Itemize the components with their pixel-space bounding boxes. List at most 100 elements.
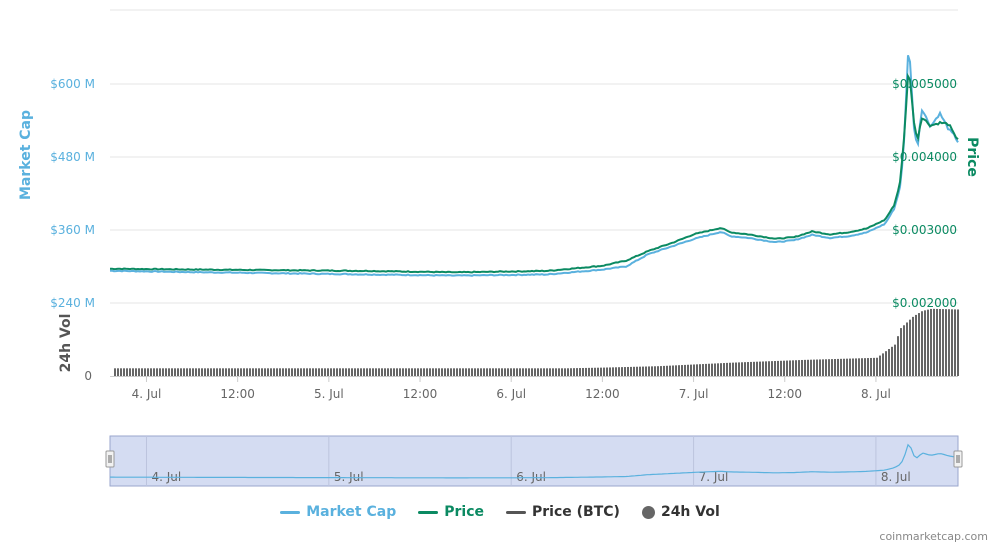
x-axis-labels: 4. Jul 12:00 5. Jul 12:00 6. Jul 12:00 7. Jul 1… bbox=[132, 376, 891, 401]
volume-bar bbox=[123, 368, 125, 376]
volume-bar bbox=[312, 368, 314, 376]
volume-bar bbox=[438, 368, 440, 376]
volume-bar bbox=[219, 368, 221, 376]
volume-bar bbox=[867, 358, 869, 376]
volume-bar bbox=[906, 322, 908, 376]
navigator[interactable]: 4. Jul 5. Jul 6. Jul 7. Jul 8. Jul bbox=[105, 435, 963, 487]
volume-bar bbox=[777, 360, 779, 376]
volume-bar bbox=[876, 357, 878, 376]
volume-bar bbox=[198, 368, 200, 376]
volume-bar bbox=[579, 368, 581, 376]
volume-bar bbox=[720, 363, 722, 376]
volume-bar bbox=[927, 309, 929, 376]
legend: Market Cap Price Price (BTC) 24h Vol bbox=[0, 504, 1000, 520]
volume-bar bbox=[591, 367, 593, 376]
volume-bar bbox=[297, 368, 299, 376]
volume-bar bbox=[384, 368, 386, 376]
volume-bar bbox=[315, 368, 317, 376]
volume-bar bbox=[771, 361, 773, 376]
volume-bar bbox=[663, 365, 665, 376]
navigator-label: 5. Jul bbox=[334, 470, 364, 484]
market-cap-line[interactable] bbox=[109, 55, 959, 277]
volume-bar bbox=[684, 364, 686, 376]
volume-bar bbox=[141, 368, 143, 376]
volume-bar bbox=[453, 368, 455, 376]
volume-bar bbox=[399, 368, 401, 376]
volume-bar bbox=[267, 368, 269, 376]
volume-bar bbox=[522, 368, 524, 376]
volume-bar bbox=[783, 360, 785, 376]
volume-bar bbox=[828, 359, 830, 376]
legend-item-price[interactable]: Price bbox=[418, 504, 484, 520]
volume-bar bbox=[498, 368, 500, 376]
legend-item-price-btc[interactable]: Price (BTC) bbox=[506, 504, 620, 520]
legend-item-24h-vol[interactable]: 24h Vol bbox=[641, 504, 720, 520]
volume-bar bbox=[153, 368, 155, 376]
x-tick-label: 12:00 bbox=[767, 387, 802, 401]
volume-bar bbox=[159, 368, 161, 376]
volume-bar bbox=[180, 368, 182, 376]
volume-bar bbox=[717, 363, 719, 376]
volume-bar bbox=[276, 368, 278, 376]
volume-bar bbox=[543, 368, 545, 376]
volume-bar bbox=[213, 368, 215, 376]
right-tick-label: $0.003000 bbox=[892, 223, 957, 237]
volume-bar bbox=[612, 367, 614, 376]
volume-bar bbox=[654, 366, 656, 376]
credit-link[interactable]: coinmarketcap.com bbox=[879, 530, 988, 543]
volume-bar bbox=[252, 368, 254, 376]
volume-bar bbox=[528, 368, 530, 376]
right-tick-label: $0.005000 bbox=[892, 77, 957, 91]
volume-bar bbox=[891, 346, 893, 376]
volume-bar bbox=[501, 368, 503, 376]
volume-bar bbox=[447, 368, 449, 376]
volume-bar bbox=[432, 368, 434, 376]
volume-bar bbox=[669, 365, 671, 376]
volume-bar bbox=[729, 362, 731, 376]
volume-bar bbox=[255, 368, 257, 376]
volume-bar bbox=[321, 368, 323, 376]
volume-bar bbox=[129, 368, 131, 376]
volume-bar bbox=[381, 368, 383, 376]
price-line[interactable] bbox=[110, 72, 959, 274]
volume-bar bbox=[516, 368, 518, 376]
volume-bar bbox=[288, 368, 290, 376]
volume-bar bbox=[174, 368, 176, 376]
right-axis-labels: $0.005000 $0.004000 $0.003000 $0.002000 0 bbox=[84, 77, 957, 383]
volume-bar bbox=[309, 368, 311, 376]
line-swatch-icon bbox=[280, 510, 301, 514]
volume-bar bbox=[813, 359, 815, 376]
left-axis-labels: $600 M $480 M $360 M $240 M bbox=[50, 77, 95, 310]
volume-bar bbox=[471, 368, 473, 376]
volume-bar bbox=[531, 368, 533, 376]
volume-bar bbox=[870, 357, 872, 376]
circle-icon bbox=[641, 505, 655, 519]
volume-bar bbox=[873, 357, 875, 376]
volume-bar bbox=[900, 328, 902, 376]
volume-bar bbox=[258, 368, 260, 376]
volume-bar bbox=[933, 308, 935, 376]
volume-bar bbox=[324, 368, 326, 376]
volume-bar bbox=[762, 361, 764, 376]
volume-bar bbox=[741, 362, 743, 376]
volume-bar bbox=[558, 368, 560, 376]
x-tick-label: 5. Jul bbox=[314, 387, 344, 401]
volume-bar bbox=[240, 368, 242, 376]
volume-bar bbox=[705, 363, 707, 376]
volume-bar bbox=[618, 367, 620, 376]
volume-bar bbox=[609, 367, 611, 376]
volume-bar bbox=[237, 368, 239, 376]
volume-bar bbox=[666, 365, 668, 376]
volume-bar bbox=[351, 368, 353, 376]
volume-bar bbox=[216, 368, 218, 376]
volume-bar bbox=[156, 368, 158, 376]
volume-bar bbox=[882, 353, 884, 376]
volume-bar bbox=[582, 367, 584, 376]
volume-bar bbox=[426, 368, 428, 376]
legend-item-market-cap[interactable]: Market Cap bbox=[280, 504, 396, 520]
volume-bar bbox=[834, 359, 836, 376]
volume-bar bbox=[846, 358, 848, 376]
left-tick-label: $600 M bbox=[50, 77, 95, 91]
volume-bar bbox=[483, 368, 485, 376]
x-tick-label: 6. Jul bbox=[496, 387, 526, 401]
